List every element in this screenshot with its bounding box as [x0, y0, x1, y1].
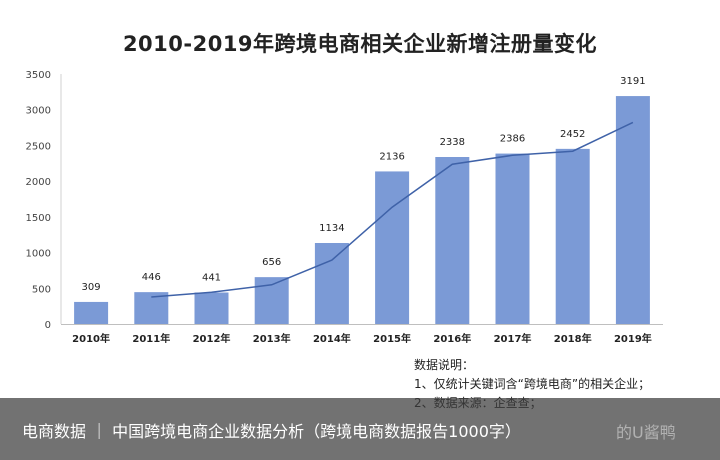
- trend-line: [151, 121, 634, 298]
- watermark-text: 的U酱鸭: [616, 423, 676, 442]
- data-label-7: 2386: [500, 134, 525, 145]
- y-tick-label-0: 0: [45, 320, 51, 331]
- bar-4: [314, 243, 349, 324]
- x-tick-label-8: 2018年: [554, 332, 592, 345]
- bar-0: [74, 301, 109, 324]
- y-tick-label-7: 3500: [26, 70, 51, 81]
- chart-title: 2010-2019年跨境电商相关企业新增注册量变化: [122, 32, 598, 56]
- bar-2: [194, 292, 229, 324]
- data-label-8: 2452: [560, 129, 585, 140]
- data-label-1: 446: [142, 272, 161, 283]
- y-tick-label-5: 2500: [26, 141, 51, 152]
- data-label-0: 309: [82, 282, 101, 293]
- x-tick-label-7: 2017年: [494, 332, 532, 345]
- x-tick-label-0: 2010年: [72, 332, 110, 345]
- notes-item-1: 1、仅统计关键词含“跨境电商”的相关企业；: [414, 377, 651, 391]
- y-tick-label-3: 1500: [26, 213, 51, 224]
- y-tick-label-4: 2000: [26, 177, 51, 188]
- bar-5: [375, 171, 410, 324]
- x-tick-label-6: 2016年: [433, 332, 471, 345]
- bar-7: [495, 153, 530, 324]
- notes-heading: 数据说明：: [414, 358, 475, 372]
- x-tick-label-1: 2011年: [132, 332, 170, 345]
- data-label-4: 1134: [319, 223, 344, 234]
- y-tick-label-6: 3000: [26, 106, 51, 117]
- x-tick-label-3: 2013年: [253, 332, 291, 345]
- data-label-2: 441: [202, 273, 221, 284]
- bar-6: [435, 157, 470, 324]
- caption-bar: 电商数据 ｜ 中国跨境电商企业数据分析（跨境电商数据报告1000字） 的U酱鸭: [0, 398, 720, 460]
- x-tick-label-9: 2019年: [614, 332, 652, 345]
- x-tick-label-2: 2012年: [193, 332, 231, 345]
- data-label-5: 2136: [379, 151, 404, 162]
- x-tick-label-5: 2015年: [373, 332, 411, 345]
- data-label-6: 2338: [440, 137, 465, 148]
- bar-1: [134, 292, 169, 324]
- x-tick-label-4: 2014年: [313, 332, 351, 345]
- y-tick-label-1: 500: [32, 284, 51, 295]
- y-tick-label-2: 1000: [26, 249, 51, 260]
- data-label-3: 656: [262, 257, 281, 268]
- bar-8: [555, 148, 590, 324]
- caption-text: 电商数据 ｜ 中国跨境电商企业数据分析（跨境电商数据报告1000字）: [22, 422, 521, 441]
- data-label-9: 3191: [620, 76, 645, 87]
- bar-9: [615, 96, 650, 324]
